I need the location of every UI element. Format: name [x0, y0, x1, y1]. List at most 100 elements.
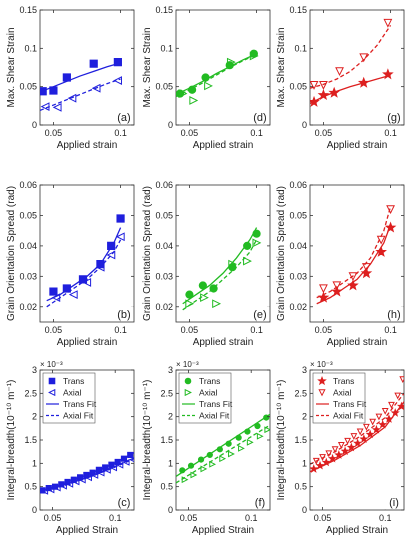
y-tick-label: 3 — [302, 365, 307, 375]
data-point-series-1 — [348, 272, 358, 282]
legend-box — [312, 372, 366, 424]
data-point-series-0 — [331, 285, 343, 297]
y-tick-label: 0.02 — [19, 302, 37, 312]
fit-dashed-line — [316, 206, 392, 299]
y-tick-label: 0.05 — [19, 82, 37, 92]
chart-panel-i: 0.05 0.1 0 0.5 1 1.5 2 2.5 3× 10⁻³ Applied Strain… — [276, 360, 405, 536]
panel-label-bg — [384, 109, 404, 125]
legend-marker-trans — [184, 377, 192, 385]
x-axis-label: Applied Strain — [192, 525, 254, 536]
data-point-series-0 — [252, 229, 261, 238]
data-point-axial — [103, 466, 111, 474]
chart-panel-b: 0.05 0.1 0.02 0.03 0.04 0.05 0.06 Applied strai… — [6, 180, 135, 348]
data-point-series-1 — [319, 81, 328, 90]
data-point-series-0 — [49, 86, 58, 95]
data-point-axial — [72, 478, 80, 486]
data-point-series-0 — [49, 287, 58, 296]
data-point-axial — [375, 413, 383, 421]
data-point-trans — [340, 446, 350, 456]
axial-fit-line — [310, 392, 404, 465]
data-point-axial — [238, 444, 245, 452]
x-tick-label: 0.05 — [315, 325, 333, 335]
chart-panel-f: 0.05 0.1 0 0.5 1 1.5 2 2.5 3× 10⁻³ Applied Strain… — [142, 360, 271, 536]
y-tick-label: 1 — [168, 458, 173, 468]
legend-label: Trans Fit — [333, 399, 367, 409]
data-point-axial — [47, 486, 55, 494]
data-point-trans — [315, 460, 325, 470]
data-point-series-0 — [107, 241, 116, 250]
y-tick-label: 0.06 — [19, 180, 37, 190]
y-tick-label: 0 — [32, 120, 37, 130]
data-point-axial — [399, 376, 404, 384]
data-point-trans — [114, 458, 121, 466]
data-point-axial — [381, 407, 389, 415]
y-tick-label: 1.5 — [294, 435, 307, 445]
y-tick-label: 1.5 — [160, 435, 173, 445]
legend-label: Trans — [63, 376, 84, 386]
data-layer — [176, 413, 270, 484]
data-point-series-0 — [62, 284, 71, 293]
chart-panel-e: 0.05 0.1 0.02 0.03 0.04 0.05 0.06 Applied strai… — [142, 180, 271, 348]
data-layer — [310, 376, 404, 473]
data-layer — [40, 451, 134, 495]
x-tick-label: 0.05 — [314, 513, 332, 523]
y-tick-label: 0.03 — [289, 271, 307, 281]
y-tick-label: 2.5 — [294, 388, 307, 398]
x-tick-label: 0.1 — [109, 513, 122, 523]
fit-dashed-line — [182, 239, 258, 311]
x-tick-label: 0.1 — [384, 128, 397, 138]
fit-dashed-line — [310, 24, 392, 89]
data-point-axial — [219, 455, 227, 463]
legend-label: Trans Fit — [63, 399, 97, 409]
data-point-series-1 — [332, 281, 342, 291]
panel-label: (f) — [255, 497, 265, 509]
y-tick-label: 0.05 — [289, 210, 307, 220]
x-axis-label: Applied strain — [57, 337, 118, 348]
data-point-axial — [122, 458, 130, 466]
data-point-trans — [206, 451, 213, 459]
y-tick-label: 0.02 — [289, 302, 307, 312]
fit-solid-line — [182, 227, 258, 305]
data-point-trans — [225, 440, 232, 447]
data-point-trans — [89, 469, 96, 476]
data-point-axial — [350, 433, 358, 440]
y-tick-label: 0.5 — [294, 482, 307, 492]
data-point-series-0 — [357, 76, 370, 88]
data-point-series-0 — [310, 95, 320, 107]
x-tick-label: 0.05 — [180, 513, 198, 523]
data-point-series-1 — [106, 250, 116, 260]
data-point-series-1 — [226, 57, 236, 67]
y-tick-label: 0.15 — [19, 5, 37, 15]
data-point-series-1 — [113, 76, 122, 85]
data-point-series-0 — [347, 279, 359, 291]
data-point-trans — [334, 450, 344, 459]
data-point-series-1 — [189, 96, 199, 105]
data-point-series-0 — [188, 85, 197, 94]
data-point-series-1 — [249, 51, 259, 61]
y-tick-label: 0.5 — [24, 482, 37, 492]
data-point-series-1 — [40, 102, 50, 112]
chart-panel-a: 0.05 0.1 0 0.05 0.1 0.15 Applied strain Max. Sh… — [6, 5, 135, 151]
y-tick-label: 0.1 — [160, 43, 173, 53]
y-axis-label: Max. Shear Strain — [142, 27, 153, 107]
data-point-axial — [209, 460, 217, 468]
data-point-trans — [187, 462, 195, 469]
data-point-series-0 — [185, 290, 194, 299]
data-point-axial — [369, 418, 377, 426]
data-point-axial — [60, 482, 67, 490]
data-point-trans — [127, 451, 134, 459]
y-tick-label: 0 — [168, 120, 173, 130]
data-point-axial — [190, 471, 198, 479]
data-point-series-1 — [204, 81, 213, 91]
data-point-series-0 — [209, 284, 218, 293]
y-axis-label: Max. Shear Strain — [6, 27, 17, 107]
legend-label: Axial — [333, 388, 352, 398]
panel-label: (a) — [117, 112, 130, 124]
data-point-axial — [110, 464, 118, 472]
data-point-trans — [235, 434, 242, 441]
axial-fit-line — [176, 424, 270, 484]
data-point-axial — [66, 480, 74, 488]
panel-label-bg — [250, 306, 270, 322]
y-tick-label: 0.05 — [289, 82, 307, 92]
